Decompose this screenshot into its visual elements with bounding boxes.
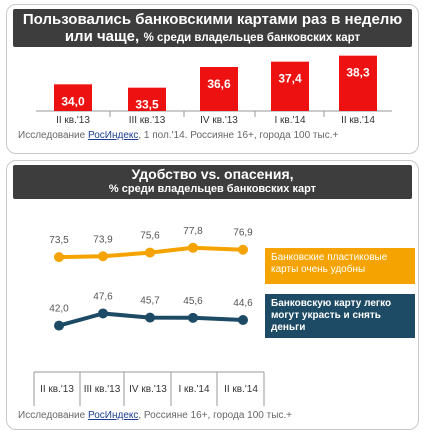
series-1-value-label-0: 42,0 [49,304,69,315]
legend-convenient: Банковские пластиковые карты очень удобн… [265,248,415,284]
series-1-value-label-2: 45,7 [140,296,160,307]
bar-chart-subtitle: % среди владельцев банковских карт [143,32,361,44]
series-0-value-label-4: 76,9 [233,228,253,239]
series-0-point-3 [188,242,198,253]
series-1-point-4 [238,314,248,325]
series-1-point-0 [54,320,64,331]
series-1-value-label-4: 44,6 [233,298,253,309]
bar-category-label-4: II кв.'14 [341,115,375,126]
series-1-value-label-3: 45,6 [183,296,203,307]
rosindex-link-1[interactable]: РосИндекс [87,130,139,141]
bar-4 [339,55,377,111]
line-category-label-2: IV кв.'13 [129,384,167,395]
line-category-label-1: III кв.'13 [84,384,121,395]
bar-0 [54,84,92,111]
bar-value-label-4: 38,3 [346,66,370,80]
series-0-value-label-3: 77,8 [183,226,203,237]
rosindex-link-2[interactable]: РосИндекс [87,410,139,421]
source-1-suffix: , 1 пол.'14. Россияне 16+, города 100 ты… [138,130,339,141]
line-chart-title: Удобство vs. опасения, % среди владельце… [13,165,412,199]
bar-3 [271,61,309,111]
series-1-value-label-1: 47,6 [93,291,113,302]
source-2-suffix: , Россияне 16+, города 100 тыс.+ [138,410,293,421]
source-1-prefix: Исследование [18,130,88,141]
series-0-value-label-2: 75,6 [140,231,160,242]
bar-category-label-0: II кв.'13 [56,115,90,126]
bar-value-label-2: 36,6 [207,77,231,91]
series-0-point-0 [54,252,64,263]
bar-chart-title-line2: или чаще, [64,28,140,45]
bar-1 [128,87,166,111]
bar-category-label-1: III кв.'13 [129,115,166,126]
series-0-point-2 [145,247,155,258]
bar-value-label-3: 37,4 [278,72,302,86]
series-1-point-1 [98,308,108,319]
bar-value-label-0: 34,0 [61,94,85,108]
source-note-2: Исследование РосИндекс, Россияне 16+, го… [18,410,292,421]
bar-category-label-3: I кв.'14 [274,115,305,126]
source-2-prefix: Исследование [18,410,88,421]
series-0-point-4 [238,244,248,255]
series-0-value-label-0: 73,5 [49,235,69,246]
bar-category-label-2: IV кв.'13 [200,115,238,126]
series-1-point-3 [188,312,198,323]
bar-2 [200,67,238,111]
series-0-value-label-1: 73,9 [93,234,113,245]
line-category-label-3: I кв.'14 [178,384,209,395]
line-category-label-4: II кв.'14 [224,384,258,395]
bar-chart-title-line1: Пользовались банковскими картами раз в н… [22,11,403,28]
bar-value-label-1: 33,5 [135,98,159,112]
series-0-point-1 [98,251,108,262]
line-category-label-0: II кв.'13 [40,384,74,395]
line-chart-title-main: Удобство vs. опасения, [131,166,294,182]
series-1-point-2 [145,312,155,323]
source-note-1: Исследование РосИндекс, 1 пол.'14. Росси… [18,130,338,141]
bar-chart-title: Пользовались банковскими картами раз в н… [13,9,412,47]
line-chart-subtitle: % среди владельцев банковских карт [108,183,317,195]
legend-theft-risk: Банковскую карту легко могут украсть и с… [265,294,415,338]
